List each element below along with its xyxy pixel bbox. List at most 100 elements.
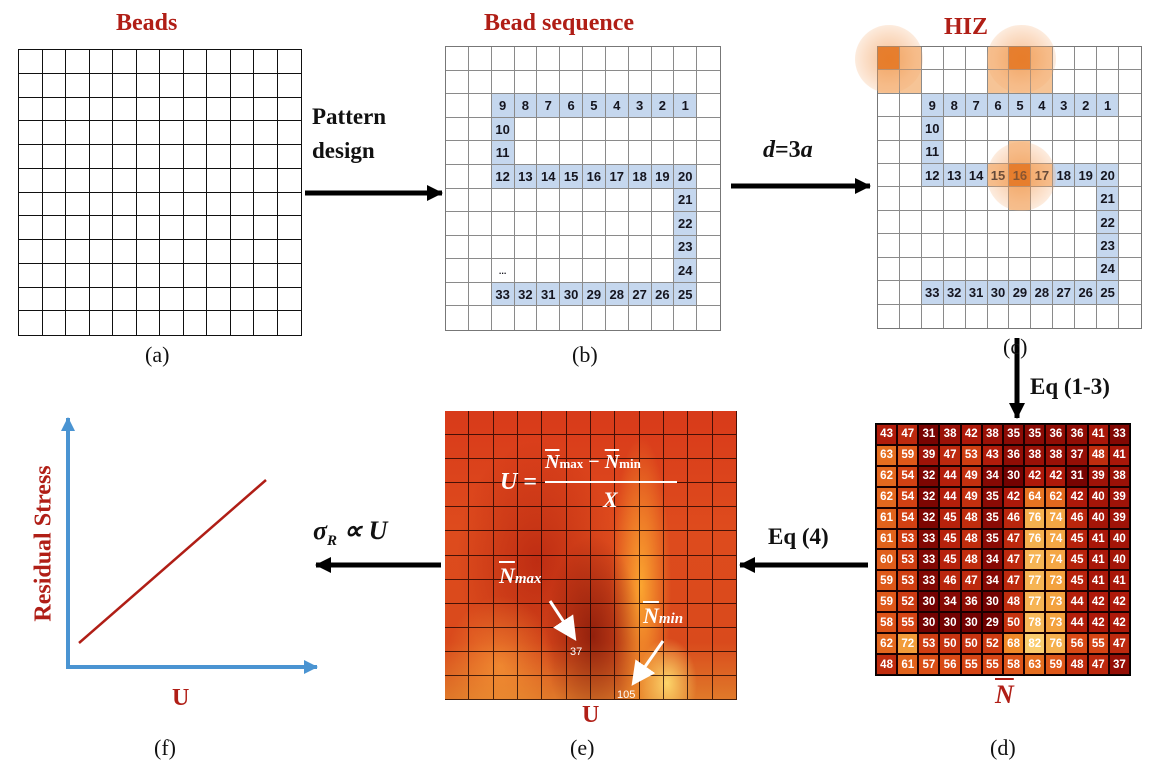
heat-cell [591,507,616,532]
grid-cell [446,164,469,189]
grid-cell [537,259,561,283]
heat-cell [639,555,664,580]
hiz-cell [965,140,988,165]
heat-cell [712,651,737,676]
matrix-cell: 48 [876,654,898,675]
matrix-cell: 42 [1108,612,1130,634]
grid-cell [514,188,538,213]
heat-cell [712,555,737,580]
hiz-cell [878,117,900,141]
heat-cell [639,411,664,436]
hiz-cell [943,70,966,94]
sequence-cell: 24 [674,259,698,283]
matrix-cell: 41 [1108,444,1130,466]
matrix-cell: 36 [960,591,982,613]
heat-cell [469,579,494,604]
label-a: a [800,137,813,163]
hiz-cell [987,140,1010,165]
heat-cell [712,435,737,460]
matrix-cell: 76 [1024,528,1046,550]
matrix-cell: 36 [1002,444,1025,466]
heat-cell [664,507,689,532]
heat-cell [712,675,737,700]
hiz-cell [878,140,900,165]
bead-cell [160,168,184,193]
bead-cell [230,50,254,74]
hiz-cell [987,210,1010,235]
matrix-cell: 38 [1045,444,1067,466]
bead-cell [19,50,43,74]
matrix-cell: 61 [876,528,898,550]
heat-cell [445,531,470,556]
sequence-cell: 28 [605,282,629,307]
heat-cell [688,675,713,700]
bead-cell [19,121,43,145]
heat-cell [688,411,713,436]
heat-cell [639,603,664,628]
matrix-cell: 77 [1024,570,1046,592]
sequence-cell: 20 [674,164,698,189]
bead-cell [183,50,207,74]
matrix-cell: 53 [897,528,919,550]
bead-cell [90,311,113,335]
bead-cell [89,240,113,264]
heat-cell [591,675,616,700]
bead-cell [183,263,207,288]
sequence-cell: 13 [514,164,538,189]
heat-cell [591,531,616,556]
hiz-cell [921,47,944,71]
sequence-cell: 16 [583,164,606,189]
grid-cell [537,212,561,236]
hiz-cell [922,304,944,328]
hiz-cell [1075,234,1098,258]
grid-cell [468,188,492,213]
bead-cell [160,97,184,122]
hiz-cell [965,187,988,211]
bead-cell [89,50,113,74]
equation-numerator: Nmax − Nmin [545,451,641,474]
grid-cell [491,70,515,95]
heat-cell [518,579,543,604]
sequence-cell: 18 [1053,164,1076,188]
bead-cell [113,73,137,98]
grid-cell [652,306,675,330]
bead-cell [254,287,278,312]
matrix-cell: 41 [1087,570,1109,592]
hiz-cell [965,70,988,94]
eq-sub-min: min [619,456,641,471]
matrix-cell: 44 [1066,612,1088,634]
hiz-cell [921,187,944,211]
hiz-cell [899,187,922,211]
matrix-cell: 35 [981,507,1003,529]
heat-cell [518,483,543,508]
bead-cell [66,311,90,335]
matrix-cell: 35 [981,528,1003,550]
grid-cell [628,70,652,95]
heat-cell [469,627,494,652]
hiz-cell [899,281,922,305]
heat-cell [639,483,664,508]
heat-cell [493,675,518,700]
grid-cell [697,47,720,71]
grid-cell [468,164,492,189]
sequence-cell: 33 [921,281,944,305]
heat-cell [493,603,518,628]
nmin-sub: min [658,611,684,627]
matrix-cell: 63 [1024,654,1046,675]
grid-cell [605,141,629,165]
matrix-cell: 53 [918,633,940,655]
hiz-cell [1075,140,1098,165]
hiz-cell [1097,70,1120,94]
bead-cell [183,168,207,193]
sequence-cell: 29 [1009,281,1032,305]
bead-cell [160,263,184,288]
prop-u: ∝ U [337,516,388,545]
matrix-cell: 78 [1024,612,1046,634]
matrix-cell: 82 [1024,633,1046,655]
hiz-cell [965,234,988,258]
bead-cell [207,240,231,264]
matrix-cell: 76 [1045,633,1067,655]
bead-cell [254,240,278,264]
matrix-cell: 47 [1002,570,1025,592]
grid-cell [605,117,629,142]
